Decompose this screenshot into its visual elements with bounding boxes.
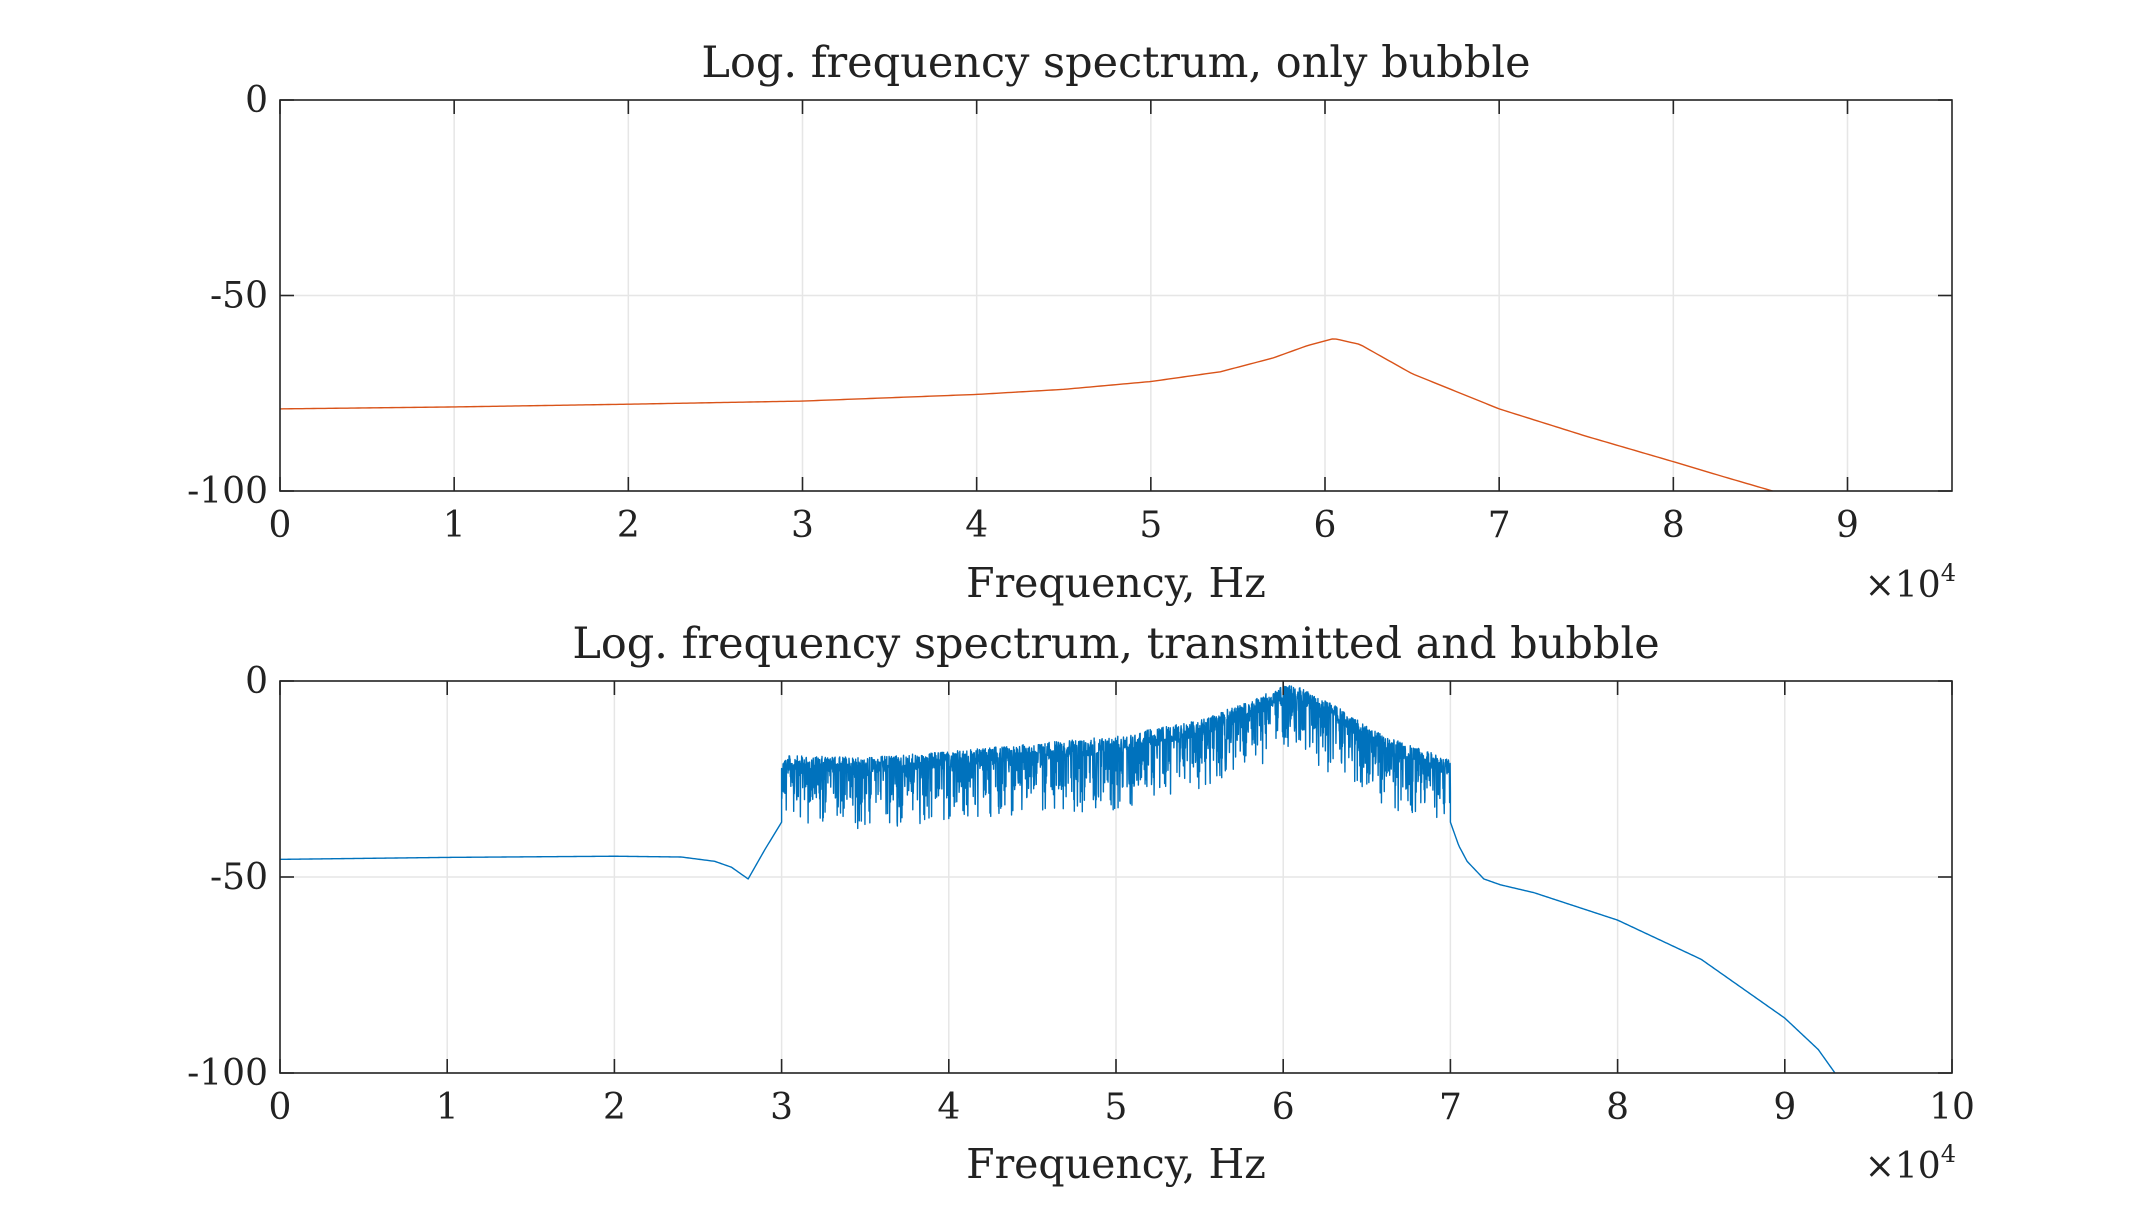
- x-exponent-power: 4: [1941, 1140, 1956, 1168]
- x-exponent-base: ×10: [1865, 565, 1941, 606]
- x-tick-label: 6: [1314, 505, 1337, 546]
- plot-transmitted-and-bubble: Log. frequency spectrum, transmitted and…: [187, 619, 1975, 1188]
- x-tick-label: 5: [1105, 1087, 1128, 1128]
- series-line: [279, 338, 1773, 492]
- x-tick-label: 0: [269, 1087, 292, 1128]
- ticks: 0 1 2 3 4 5 6 7 8 9 10 0 -50 -100: [187, 661, 1975, 1128]
- x-tick-label: 4: [965, 505, 988, 546]
- plot-only-bubble: Log. frequency spectrum, only bubble 0 1 2…: [187, 38, 1956, 607]
- x-exponent-power: 4: [1941, 559, 1956, 587]
- x-axis-label: Frequency, Hz: [966, 559, 1266, 607]
- x-tick-label: 3: [770, 1087, 793, 1128]
- x-tick-label: 8: [1662, 505, 1685, 546]
- x-exponent-label: ×104: [1865, 1140, 1956, 1187]
- x-tick-label: 2: [617, 505, 640, 546]
- y-tick-label: -100: [187, 1053, 268, 1094]
- x-tick-label: 9: [1836, 505, 1859, 546]
- x-tick-label: 0: [269, 505, 292, 546]
- x-tick-label: 7: [1439, 1087, 1462, 1128]
- x-tick-label: 1: [436, 1087, 459, 1128]
- x-tick-label: 6: [1272, 1087, 1295, 1128]
- series-group: [279, 338, 1773, 492]
- x-tick-label: 9: [1773, 1087, 1796, 1128]
- grid: [279, 99, 1952, 492]
- x-tick-label: 10: [1929, 1087, 1975, 1128]
- x-exponent-base: ×10: [1865, 1146, 1941, 1187]
- y-tick-label: -100: [187, 471, 268, 512]
- series-group: [279, 685, 1836, 1074]
- ticks: 0 1 2 3 4 5 6 7 8 9 0 -50 -100: [187, 80, 1952, 546]
- y-tick-label: -50: [210, 857, 268, 898]
- x-tick-label: 3: [791, 505, 814, 546]
- plot-title: Log. frequency spectrum, transmitted and…: [572, 619, 1659, 669]
- x-exponent-label: ×104: [1865, 559, 1956, 606]
- series-line: [279, 685, 1836, 1074]
- x-tick-label: 4: [937, 1087, 960, 1128]
- x-tick-label: 1: [443, 505, 466, 546]
- y-tick-label: 0: [245, 80, 268, 121]
- y-tick-label: 0: [245, 661, 268, 702]
- x-axis-label: Frequency, Hz: [966, 1140, 1266, 1188]
- x-tick-label: 5: [1139, 505, 1162, 546]
- plot-title: Log. frequency spectrum, only bubble: [701, 38, 1530, 88]
- x-tick-label: 8: [1606, 1087, 1629, 1128]
- x-tick-label: 7: [1488, 505, 1511, 546]
- x-tick-label: 2: [603, 1087, 626, 1128]
- y-tick-label: -50: [210, 276, 268, 317]
